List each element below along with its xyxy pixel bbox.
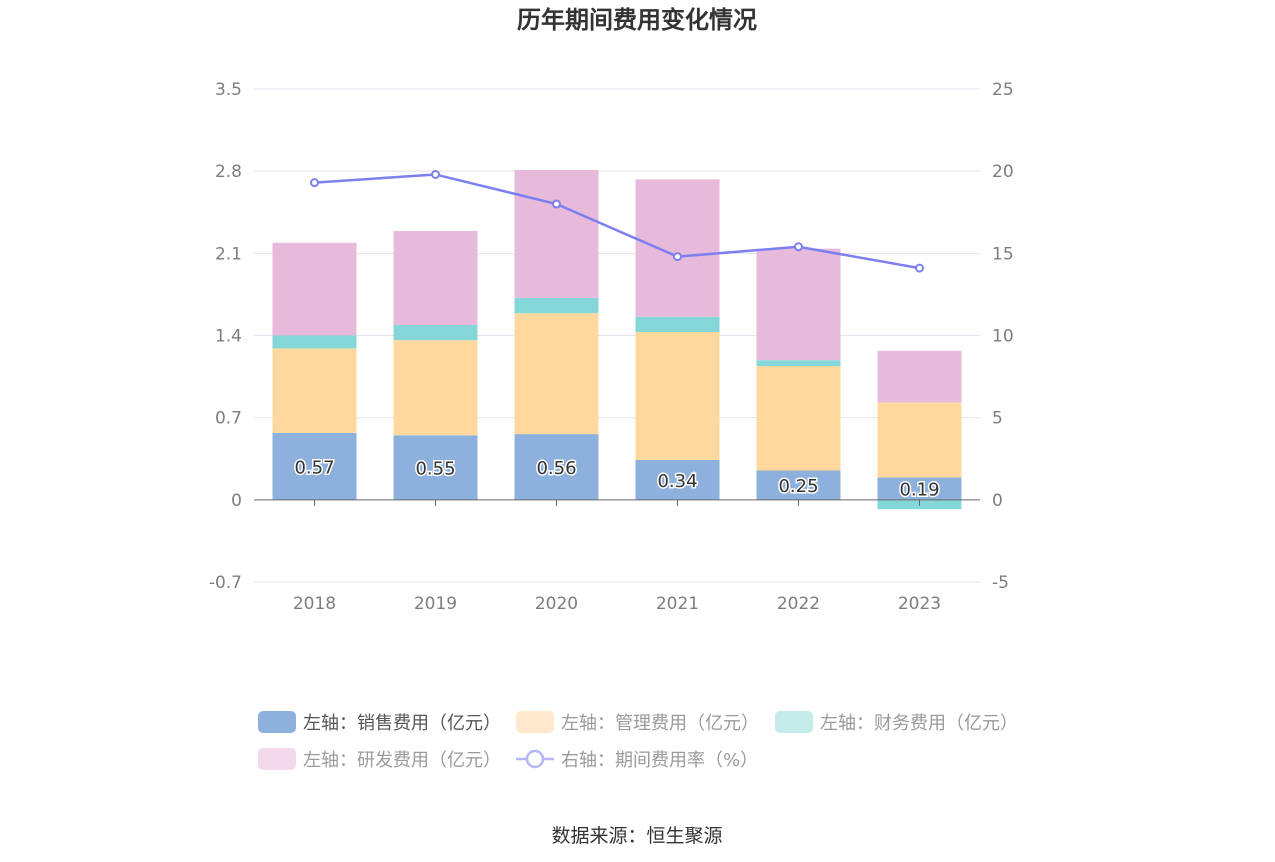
right-axis-ticks: 25 20 15 10 5 0 -5 [992, 80, 1014, 593]
bar-segment-2021-1 [635, 331, 720, 460]
legend-swatch [516, 711, 554, 733]
rate-point-2023 [915, 263, 924, 273]
bar-segment-2020-1 [514, 313, 599, 435]
legend-item-4: 右轴：期间费用率（%） [516, 749, 758, 771]
bar-segment-2022-1 [756, 366, 841, 471]
chart-title: 历年期间费用变化情况 [517, 6, 757, 34]
x-tick-label: 2020 [535, 594, 578, 614]
right-tick-label: 5 [992, 409, 1003, 429]
sales-data-label: 0.34 [657, 471, 697, 492]
left-tick-label: 1.4 [215, 327, 242, 347]
left-tick-label: 0 [231, 491, 242, 511]
x-tick-label: 2023 [898, 594, 941, 614]
right-tick-label: -5 [992, 573, 1009, 593]
legend-label: 左轴：财务费用（亿元） [820, 713, 1018, 734]
expense-rate-line [310, 169, 924, 273]
bar-segment-2018-2 [272, 335, 357, 349]
legend-label: 左轴：研发费用（亿元） [303, 750, 501, 771]
bar-segment-2018-1 [272, 348, 357, 433]
legend-label: 左轴：销售费用（亿元） [303, 713, 501, 734]
sales-data-label: 0.55 [415, 459, 455, 480]
rate-point-2018 [310, 178, 319, 188]
legend-swatch [258, 748, 296, 770]
legend-label: 右轴：期间费用率（%） [561, 750, 758, 771]
bar-segment-2018-3 [272, 242, 357, 336]
legend: 左轴：销售费用（亿元） 左轴：管理费用（亿元） 左轴：财务费用（亿元） 左轴：研发费用… [258, 711, 1018, 771]
right-tick-label: 0 [992, 491, 1003, 511]
x-tick-label: 2022 [777, 594, 820, 614]
left-tick-label: -0.7 [209, 573, 242, 593]
legend-item-0: 左轴：销售费用（亿元） [258, 711, 501, 734]
bar-segment-2022-2 [756, 360, 841, 367]
bar-segment-2019-3 [393, 231, 478, 325]
source-note: 数据来源：恒生聚源 [551, 825, 722, 847]
right-tick-label: 15 [992, 244, 1014, 264]
bar-segment-2022-0 [756, 470, 841, 500]
sales-data-label: 0.19 [899, 480, 939, 501]
bar-segment-2023-0 [877, 477, 962, 500]
legend-item-1: 左轴：管理费用（亿元） [516, 711, 759, 734]
grid-lines [254, 88, 980, 583]
left-tick-label: 2.1 [215, 244, 242, 264]
bar-segment-2020-0 [514, 434, 599, 500]
data-labels: 0.57 0.55 0.56 0.34 0.25 0.19 [293, 456, 941, 502]
bar-segment-2021-3 [635, 179, 720, 317]
rate-point-2020 [552, 199, 561, 209]
sales-data-label: 0.56 [536, 458, 576, 479]
stacked-bars [272, 169, 962, 510]
bar-segment-2019-0 [393, 435, 478, 500]
sales-data-label: 0.25 [778, 476, 818, 497]
rate-line-path [314, 173, 920, 270]
left-tick-label: 0.7 [215, 409, 242, 429]
bar-segment-2022-3 [756, 248, 841, 361]
rate-point-2021 [673, 252, 682, 262]
rate-point-2022 [794, 242, 803, 252]
legend-swatch [775, 711, 813, 733]
legend-item-2: 左轴：财务费用（亿元） [775, 711, 1018, 734]
bar-segment-2023-1 [877, 402, 962, 478]
left-tick-label: 2.8 [215, 162, 242, 182]
x-tick-label: 2021 [656, 594, 699, 614]
sales-data-label: 0.57 [294, 457, 334, 478]
bar-segment-2021-2 [635, 316, 720, 332]
bar-segment-2018-0 [272, 432, 357, 500]
left-axis-ticks: 3.5 2.8 2.1 1.4 0.7 0 -0.7 [209, 80, 242, 593]
left-tick-label: 3.5 [215, 80, 242, 100]
right-tick-label: 10 [992, 327, 1014, 347]
legend-line-marker [525, 749, 545, 769]
bar-segment-2020-3 [514, 169, 599, 298]
x-tick-label: 2018 [293, 594, 336, 614]
legend-item-3: 左轴：研发费用（亿元） [258, 748, 501, 771]
bar-segment-2019-1 [393, 340, 478, 436]
bar-segment-2021-0 [635, 459, 720, 500]
bar-segment-2019-2 [393, 324, 478, 341]
rate-point-2019 [431, 169, 440, 179]
legend-label: 左轴：管理费用（亿元） [561, 713, 759, 734]
bar-segment-2020-2 [514, 297, 599, 314]
legend-swatch [258, 711, 296, 733]
bar-segment-2023-3 [877, 350, 962, 403]
right-tick-label: 25 [992, 80, 1014, 100]
x-axis: 2018 2019 2020 2021 2022 2023 [254, 499, 980, 614]
right-tick-label: 20 [992, 162, 1014, 182]
x-tick-label: 2019 [414, 594, 457, 614]
